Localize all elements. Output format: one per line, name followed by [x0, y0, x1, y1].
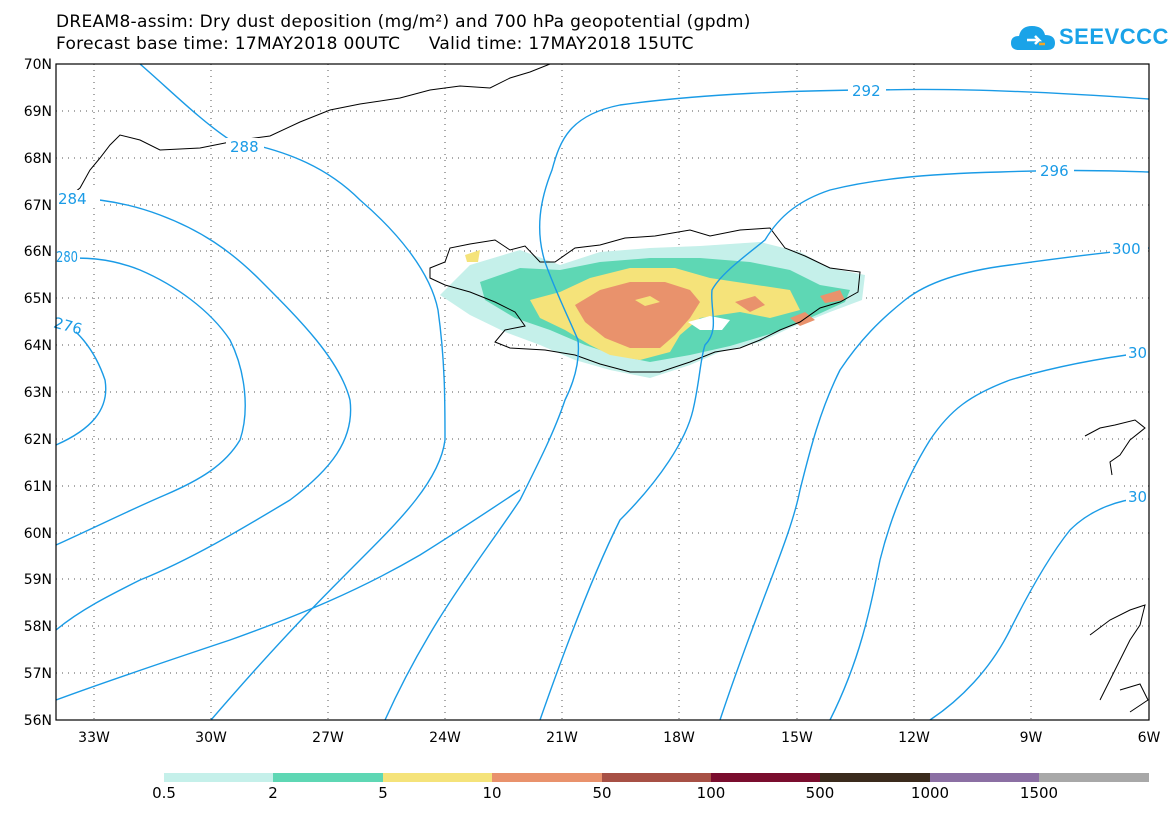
lat-label: 68N [24, 151, 52, 167]
contour-label-304: 30 [1128, 344, 1147, 362]
legend-swatch [492, 773, 602, 782]
contour-label-300: 300 [1112, 240, 1141, 258]
legend-swatch [382, 773, 493, 782]
legend-swatch [710, 773, 821, 782]
lon-label: 27W [312, 730, 344, 746]
legend-swatch [1039, 773, 1149, 782]
lat-label: 62N [24, 432, 52, 448]
lat-label: 58N [24, 619, 52, 635]
lon-label: 21W [546, 730, 578, 746]
map-title: DREAM8-assim: Dry dust deposition (mg/m²… [56, 12, 751, 32]
coastlines [56, 64, 1149, 713]
latitude-labels: 70N 69N 68N 67N 66N 65N 64N 63N 62N 61N … [24, 57, 52, 729]
contour-label-284: 284 [58, 190, 87, 208]
legend-label: 1000 [910, 784, 950, 802]
lon-label: 6W [1138, 730, 1161, 746]
lon-label: 33W [78, 730, 110, 746]
legend-swatch [820, 773, 930, 782]
lon-label: 30W [195, 730, 227, 746]
lon-label: 12W [898, 730, 930, 746]
cloud-icon [1011, 26, 1055, 50]
legend-swatch [273, 773, 383, 782]
legend-label: 50 [592, 784, 612, 802]
contour-label-280: 280 [56, 248, 78, 266]
legend-label: 1500 [1019, 784, 1059, 802]
lat-label: 69N [24, 104, 52, 120]
legend-label: 500 [805, 784, 835, 802]
legend-swatch [164, 773, 274, 782]
legend-label: 0.5 [152, 784, 176, 802]
legend-swatch [929, 773, 1040, 782]
lon-label: 18W [663, 730, 695, 746]
map-subtitle: Forecast base time: 17MAY2018 00UTC Vali… [56, 34, 694, 54]
color-legend [164, 773, 1149, 782]
lat-label: 63N [24, 385, 52, 401]
lat-label: 61N [24, 479, 52, 495]
legend-label: 100 [696, 784, 726, 802]
lat-label: 57N [24, 666, 52, 682]
logo-text: SEEVCCC [1059, 24, 1169, 49]
contour-label-276: 276 [52, 314, 84, 339]
lat-label: 65N [24, 291, 52, 307]
legend-swatch [601, 773, 711, 782]
lat-label: 67N [24, 198, 52, 214]
lat-label: 59N [24, 572, 52, 588]
lat-label: 56N [24, 713, 52, 729]
lat-label: 60N [24, 526, 52, 542]
legend-label: 5 [378, 784, 388, 802]
seevccc-logo: SEEVCCC [1009, 18, 1168, 58]
lat-label: 70N [24, 57, 52, 73]
lon-label: 15W [781, 730, 813, 746]
legend-label: 2 [268, 784, 278, 802]
legend-label: 10 [482, 784, 502, 802]
dust-deposition-field [440, 242, 865, 378]
contour-label-308: 30 [1128, 488, 1147, 506]
lat-label: 66N [24, 244, 52, 260]
longitude-labels: 33W 30W 27W 24W 21W 18W 15W 12W 9W 6W [78, 730, 1160, 746]
lon-label: 9W [1020, 730, 1043, 746]
map-frame [55, 63, 1150, 721]
contour-label-296: 296 [1040, 162, 1069, 180]
grid-lines [56, 64, 1149, 720]
lat-label: 64N [24, 338, 52, 354]
contour-label-288: 288 [230, 138, 259, 156]
lon-label: 24W [429, 730, 461, 746]
contour-label-292: 292 [852, 82, 881, 100]
